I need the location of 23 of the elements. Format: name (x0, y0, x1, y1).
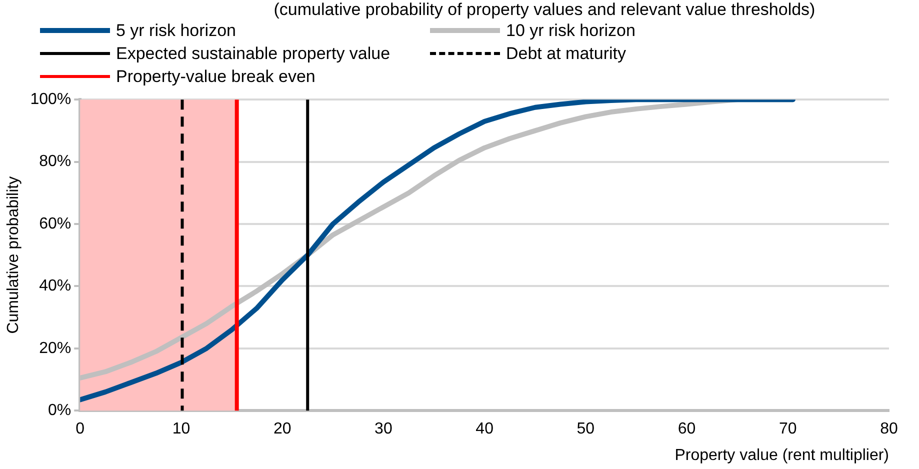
legend-label: Expected sustainable property value (116, 43, 390, 64)
y-axis-title: Cumulative probability (5, 176, 22, 334)
legend-label: Debt at maturity (506, 43, 626, 64)
x-tick-label: 50 (576, 420, 595, 438)
y-tick-label: 0% (48, 402, 72, 420)
x-tick-label: 70 (778, 420, 797, 438)
x-tick-label: 20 (273, 420, 292, 438)
x-tick-label: 0 (76, 420, 85, 438)
x-tick-label: 30 (374, 420, 392, 438)
y-tick-label: 80% (39, 153, 72, 170)
x-tick-label: 80 (880, 420, 898, 438)
legend-label: Property-value break even (116, 66, 316, 87)
x-tick-label: 10 (172, 420, 190, 438)
x-axis-title: Property value (rent multiplier) (674, 446, 889, 464)
y-tick-label: 40% (39, 278, 72, 295)
chart-subtitle: (cumulative probability of property values and relevant value thresholds) (272, 0, 816, 20)
y-tick-label: 100% (30, 91, 72, 108)
x-tick-label: 40 (476, 420, 494, 438)
y-tick-label: 60% (39, 215, 72, 232)
y-tick-label: 20% (39, 340, 72, 357)
x-tick-label: 60 (678, 420, 696, 438)
legend-label: 5 yr risk horizon (116, 20, 236, 41)
legend-label: 10 yr risk horizon (506, 20, 636, 41)
